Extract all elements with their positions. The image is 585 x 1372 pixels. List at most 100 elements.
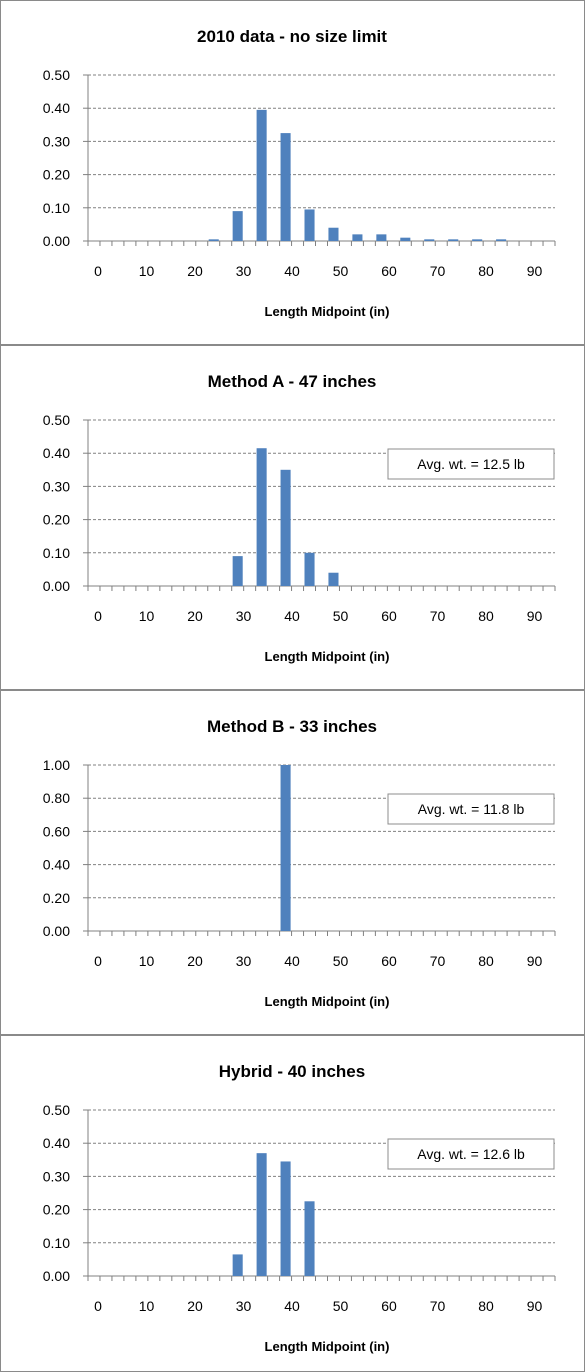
x-tick-label: 20 [187,608,203,624]
x-tick-label: 20 [187,953,203,969]
bar [400,237,411,241]
annotation-box [387,1138,555,1170]
x-tick-label: 50 [333,953,349,969]
y-tick-label: 0.20 [43,890,70,906]
panel-frame [0,690,585,1035]
bar [448,239,459,241]
x-tick-label: 40 [284,608,300,624]
avg-weight-annotation: Avg. wt. = 12.5 lb [387,448,555,480]
x-tick-label: 40 [284,263,300,279]
x-tick-label: 80 [478,953,494,969]
y-tick-label: 0.50 [43,412,70,428]
bar [280,765,291,931]
x-tick-label: 0 [94,608,102,624]
panel-frame [0,1035,585,1372]
y-tick-label: 0.80 [43,790,70,806]
x-tick-label: 30 [236,1298,252,1314]
y-tick-label: 0.20 [43,512,70,528]
bar [280,469,291,586]
y-tick-label: 0.50 [43,1102,70,1118]
chart-title: Hybrid - 40 inches [219,1062,365,1081]
x-tick-label: 40 [284,1298,300,1314]
x-tick-label: 90 [527,953,543,969]
x-tick-label: 30 [236,608,252,624]
x-axis-label: Length Midpoint (in) [265,1339,390,1354]
x-tick-label: 0 [94,263,102,279]
x-tick-label: 70 [430,263,446,279]
x-tick-label: 60 [381,263,397,279]
panel-frame [0,345,585,690]
bar [232,211,243,241]
annotation-box [387,448,555,480]
y-tick-label: 0.30 [43,478,70,494]
y-tick-label: 0.40 [43,445,70,461]
y-tick-label: 0.30 [43,133,70,149]
x-tick-label: 60 [381,953,397,969]
x-tick-label: 50 [333,1298,349,1314]
y-tick-label: 0.20 [43,167,70,183]
x-tick-label: 30 [236,953,252,969]
y-tick-label: 0.00 [43,923,70,939]
y-tick-label: 0.10 [43,545,70,561]
avg-weight-annotation: Avg. wt. = 11.8 lb [387,793,555,825]
chart-panel-4: Hybrid - 40 inches 0.00 0.10 0.20 0.30 0.40 0.… [0,1035,585,1372]
y-tick-label: 0.00 [43,1268,70,1284]
y-tick-label: 0.10 [43,1235,70,1251]
annotation-text: Avg. wt. = 12.6 lb [417,1146,525,1162]
x-tick-label: 10 [139,608,155,624]
y-tick-label: 0.50 [43,67,70,83]
x-tick-label: 80 [478,1298,494,1314]
y-tick-label: 0.60 [43,823,70,839]
avg-weight-annotation: Avg. wt. = 12.6 lb [387,1138,555,1170]
y-tick-label: 1.00 [43,757,70,773]
annotation-box [387,793,555,825]
x-tick-label: 50 [333,263,349,279]
y-tick-label: 0.30 [43,1168,70,1184]
bar [232,556,243,586]
bar [304,552,315,586]
chart-title: Method A - 47 inches [208,372,377,391]
bar [256,109,267,241]
y-tick-label: 0.20 [43,1202,70,1218]
x-tick-label: 90 [527,608,543,624]
x-tick-label: 90 [527,1298,543,1314]
chart-panel-1: 2010 data - no size limit 0.00 0.10 0.20 0.3… [0,0,585,345]
bar [328,227,339,241]
bar [256,1153,267,1276]
x-tick-label: 70 [430,608,446,624]
bar [424,239,435,241]
x-tick-label: 30 [236,263,252,279]
x-tick-label: 40 [284,953,300,969]
x-tick-label: 70 [430,953,446,969]
x-axis-label: Length Midpoint (in) [265,994,390,1009]
x-tick-label: 80 [478,608,494,624]
x-tick-label: 0 [94,1298,102,1314]
y-tick-label: 0.40 [43,100,70,116]
chart-panel-3: Method B - 33 inches 0.00 0.20 0.40 0.60 0.80… [0,690,585,1035]
bar [256,448,267,586]
y-tick-label: 0.40 [43,857,70,873]
x-tick-label: 60 [381,1298,397,1314]
annotation-text: Avg. wt. = 12.5 lb [417,456,525,472]
chart-panel-2: Method A - 47 inches 0.00 0.10 0.20 0.30 0.40… [0,345,585,690]
x-tick-label: 10 [139,263,155,279]
chart-title: 2010 data - no size limit [197,27,387,46]
y-tick-label: 0.00 [43,233,70,249]
bar [304,1201,315,1276]
bar [352,234,363,241]
bar [472,239,483,241]
bar [496,239,507,241]
bar [232,1254,243,1276]
x-tick-label: 50 [333,608,349,624]
x-tick-label: 70 [430,1298,446,1314]
x-tick-label: 10 [139,1298,155,1314]
annotation-text: Avg. wt. = 11.8 lb [418,801,525,817]
panel-frame [0,0,585,345]
bar [280,1161,291,1276]
x-tick-label: 10 [139,953,155,969]
x-tick-label: 60 [381,608,397,624]
x-tick-label: 20 [187,263,203,279]
x-tick-label: 80 [478,263,494,279]
x-axis-label: Length Midpoint (in) [265,304,390,319]
